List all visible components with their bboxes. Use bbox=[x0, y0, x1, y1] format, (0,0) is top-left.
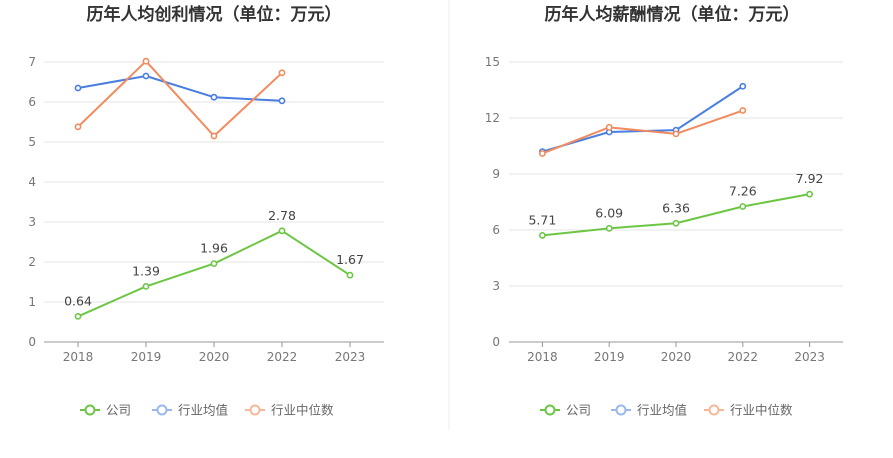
legend-label: 公司 bbox=[106, 403, 131, 418]
data-label: 1.67 bbox=[336, 252, 364, 267]
data-point[interactable] bbox=[605, 224, 613, 232]
data-point[interactable] bbox=[672, 219, 680, 227]
data-point[interactable] bbox=[278, 69, 286, 77]
legend-item-2[interactable]: 行业均值 bbox=[611, 403, 687, 418]
legend-label: 行业均值 bbox=[178, 403, 228, 418]
data-point[interactable] bbox=[605, 123, 613, 131]
data-label: 7.92 bbox=[796, 171, 824, 186]
data-point[interactable] bbox=[346, 271, 354, 279]
y-tick-label: 6 bbox=[492, 223, 500, 237]
legend-marker bbox=[249, 404, 261, 416]
x-tick-label: 2018 bbox=[63, 350, 94, 364]
y-tick-label: 2 bbox=[28, 255, 36, 269]
legend-marker bbox=[708, 404, 720, 416]
x-tick-label: 2023 bbox=[335, 350, 366, 364]
data-point[interactable] bbox=[210, 93, 218, 101]
data-point[interactable] bbox=[74, 84, 82, 92]
y-tick-label: 3 bbox=[28, 215, 36, 229]
chart-panel-1: 历年人均创利情况（单位：万元） 0 1 2 3 4 5 6 7 2018 2019 2020 2022 2… bbox=[28, 4, 384, 418]
data-label: 5.71 bbox=[528, 212, 556, 227]
data-label: 7.26 bbox=[729, 183, 757, 198]
y-tick-label: 12 bbox=[485, 111, 500, 125]
y-tick-label: 9 bbox=[492, 167, 500, 181]
x-tick-label: 2020 bbox=[661, 350, 692, 364]
legend-item-2[interactable]: 行业均值 bbox=[152, 403, 228, 418]
data-label: 6.09 bbox=[595, 205, 623, 220]
x-tick-label: 2020 bbox=[199, 350, 230, 364]
chart-title: 历年人均创利情况（单位：万元） bbox=[87, 4, 342, 25]
series-line-3 bbox=[77, 60, 283, 137]
data-point[interactable] bbox=[142, 57, 150, 65]
y-tick-label: 4 bbox=[28, 175, 36, 189]
data-point[interactable] bbox=[739, 107, 747, 114]
data-point[interactable] bbox=[142, 72, 150, 80]
legend-label: 行业中位数 bbox=[730, 403, 793, 418]
legend-item-1[interactable]: 公司 bbox=[80, 403, 131, 418]
y-tick-label: 7 bbox=[28, 55, 36, 69]
series-line-2 bbox=[77, 75, 283, 102]
legend-marker bbox=[84, 404, 96, 416]
data-label: 2.78 bbox=[268, 208, 296, 223]
legend-label: 公司 bbox=[566, 403, 591, 418]
legend-label: 行业中位数 bbox=[271, 403, 334, 418]
x-tick-label: 2018 bbox=[527, 350, 558, 364]
data-point[interactable] bbox=[210, 132, 218, 140]
y-tick-label: 3 bbox=[492, 279, 500, 293]
chart-title: 历年人均薪酬情况（单位：万元） bbox=[545, 4, 800, 25]
legend-item-1[interactable]: 公司 bbox=[540, 403, 591, 418]
x-tick-label: 2022 bbox=[267, 350, 298, 364]
legend-marker bbox=[156, 404, 168, 416]
x-tick-label: 2023 bbox=[794, 350, 825, 364]
data-point[interactable] bbox=[210, 260, 218, 267]
x-tick-label: 2019 bbox=[594, 350, 625, 364]
x-tick-label: 2022 bbox=[728, 350, 759, 364]
x-tick-label: 2019 bbox=[131, 350, 162, 364]
data-label: 6.36 bbox=[662, 200, 690, 215]
y-tick-label: 15 bbox=[485, 55, 500, 69]
legend-marker bbox=[544, 404, 556, 416]
data-point[interactable] bbox=[278, 227, 286, 235]
chart-panel-2: 历年人均薪酬情况（单位：万元） 0 3 6 9 12 15 2018 2019 2020 2022 2… bbox=[485, 4, 843, 418]
data-point[interactable] bbox=[74, 123, 82, 131]
data-label: 1.39 bbox=[132, 263, 160, 278]
legend-label: 行业均值 bbox=[637, 403, 687, 418]
data-label: 1.96 bbox=[200, 241, 228, 256]
y-tick-label: 0 bbox=[28, 335, 36, 349]
data-point[interactable] bbox=[739, 203, 747, 210]
data-point[interactable] bbox=[539, 232, 546, 239]
data-label: 0.64 bbox=[64, 293, 92, 308]
y-tick-label: 1 bbox=[28, 295, 36, 309]
data-point[interactable] bbox=[142, 282, 150, 290]
data-point[interactable] bbox=[739, 82, 747, 90]
y-tick-label: 0 bbox=[492, 335, 500, 349]
legend-marker bbox=[615, 404, 627, 416]
series-line-3 bbox=[542, 109, 744, 155]
data-point[interactable] bbox=[539, 150, 546, 157]
data-point[interactable] bbox=[74, 312, 82, 320]
y-tick-label: 5 bbox=[28, 135, 36, 149]
data-point[interactable] bbox=[672, 130, 680, 138]
data-point[interactable] bbox=[806, 190, 813, 198]
data-point[interactable] bbox=[278, 97, 286, 105]
legend-item-3[interactable]: 行业中位数 bbox=[704, 403, 793, 418]
y-tick-label: 6 bbox=[28, 95, 36, 109]
legend-item-3[interactable]: 行业中位数 bbox=[245, 403, 334, 418]
